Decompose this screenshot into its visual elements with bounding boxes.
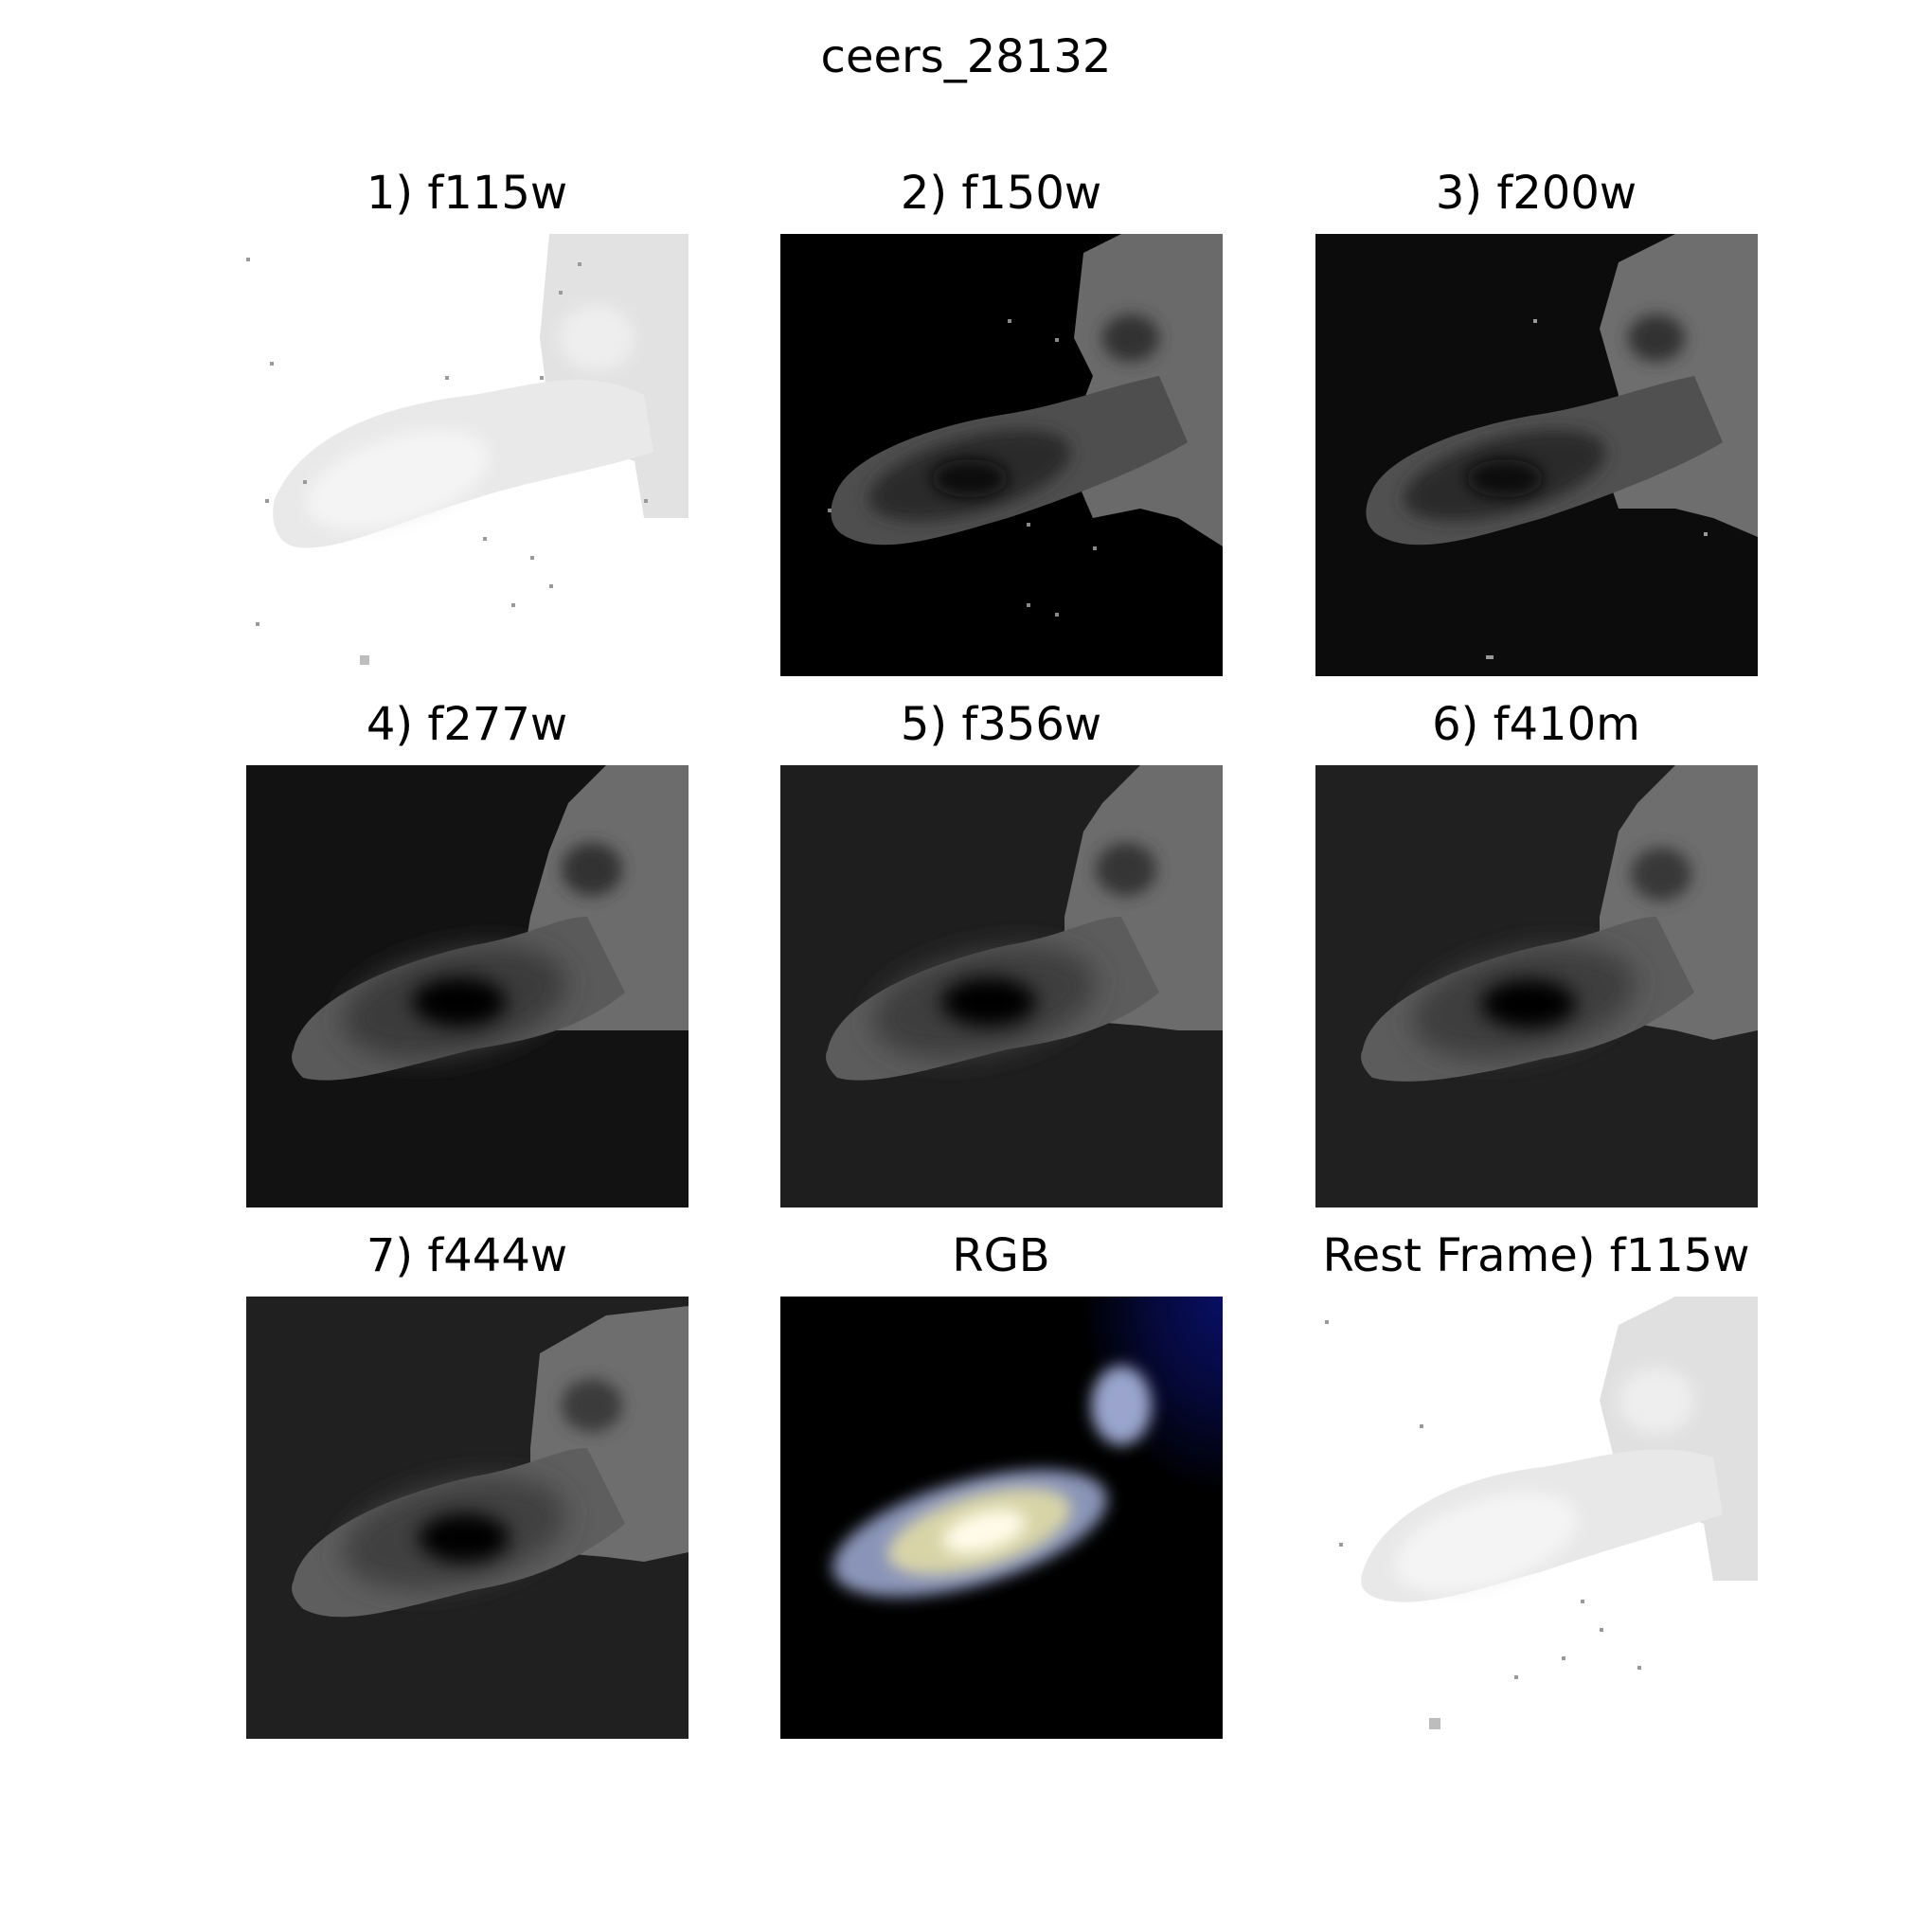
panel-f115w bbox=[246, 234, 689, 676]
panel-f277w bbox=[246, 765, 689, 1208]
panel-f410m bbox=[1315, 765, 1758, 1208]
galaxy-image-f115w bbox=[246, 234, 689, 676]
galaxy-image-f410m bbox=[1315, 765, 1758, 1208]
panel-rgb bbox=[780, 1297, 1223, 1739]
panel-title-3: 3) f200w bbox=[1435, 167, 1637, 220]
panel-title-2: 2) f150w bbox=[900, 167, 1102, 220]
panel-title-6: 6) f410m bbox=[1432, 698, 1640, 751]
galaxy-image-rest-frame bbox=[1315, 1297, 1758, 1739]
figure-title: ceers_28132 bbox=[820, 30, 1112, 83]
panel-title-7: 7) f444w bbox=[366, 1229, 568, 1282]
panel-title-5: 5) f356w bbox=[900, 698, 1102, 751]
galaxy-image-f444w bbox=[246, 1297, 689, 1739]
panel-f150w bbox=[780, 234, 1223, 676]
galaxy-image-f356w bbox=[780, 765, 1223, 1208]
panel-title-1: 1) f115w bbox=[366, 167, 568, 220]
galaxy-image-rgb bbox=[780, 1297, 1223, 1739]
panel-title-4: 4) f277w bbox=[366, 698, 568, 751]
galaxy-image-f150w bbox=[780, 234, 1223, 676]
panel-title-9: Rest Frame) f115w bbox=[1322, 1229, 1750, 1282]
panel-rest-frame-f115w bbox=[1315, 1297, 1758, 1739]
panel-f444w bbox=[246, 1297, 689, 1739]
galaxy-image-f277w bbox=[246, 765, 689, 1208]
panel-f356w bbox=[780, 765, 1223, 1208]
panel-title-8: RGB bbox=[952, 1229, 1050, 1282]
galaxy-image-f200w bbox=[1315, 234, 1758, 676]
panel-f200w bbox=[1315, 234, 1758, 676]
